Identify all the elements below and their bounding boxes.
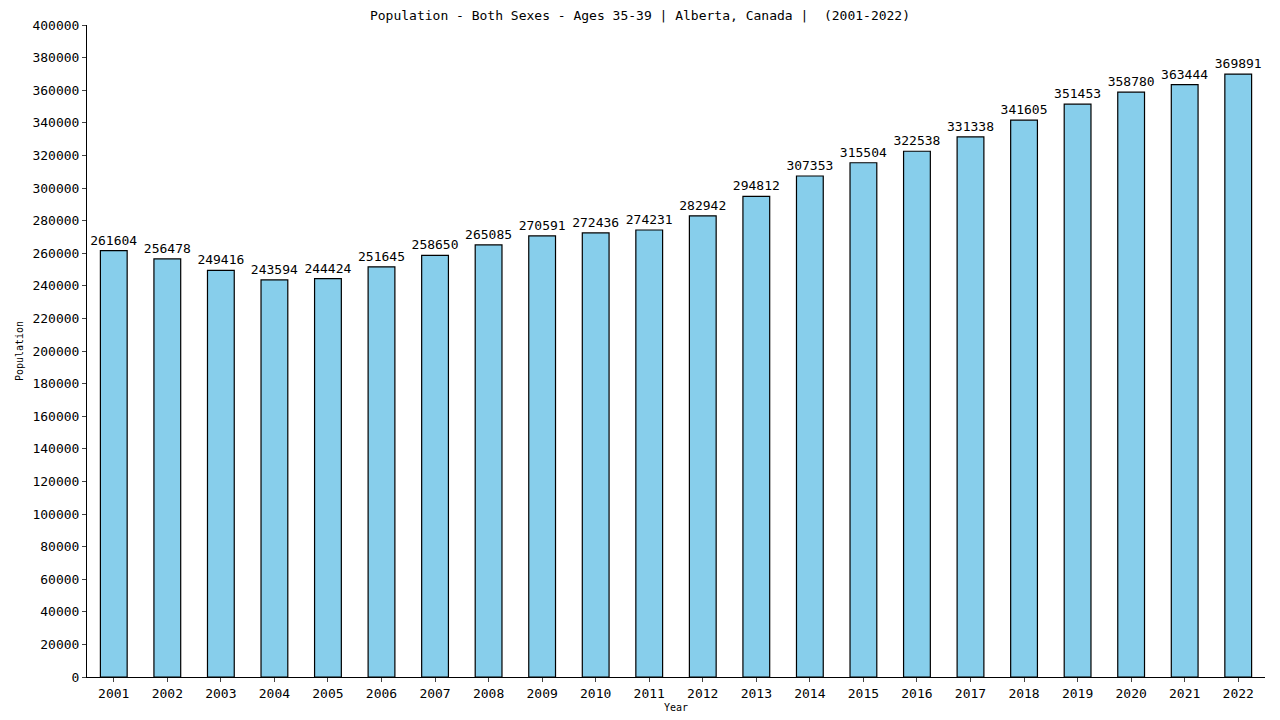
svg-text:280000: 280000 xyxy=(32,213,79,228)
svg-text:282942: 282942 xyxy=(679,198,726,213)
svg-text:315504: 315504 xyxy=(840,145,887,160)
svg-text:331338: 331338 xyxy=(947,119,994,134)
svg-text:258650: 258650 xyxy=(412,237,459,252)
svg-text:2001: 2001 xyxy=(98,686,129,701)
svg-text:160000: 160000 xyxy=(32,409,79,424)
svg-text:2020: 2020 xyxy=(1115,686,1146,701)
svg-text:244424: 244424 xyxy=(304,261,351,276)
svg-text:2019: 2019 xyxy=(1062,686,1093,701)
svg-text:80000: 80000 xyxy=(40,539,79,554)
svg-text:2002: 2002 xyxy=(152,686,183,701)
svg-text:351453: 351453 xyxy=(1054,86,1101,101)
svg-text:369891: 369891 xyxy=(1215,56,1262,71)
svg-text:200000: 200000 xyxy=(32,344,79,359)
svg-text:2011: 2011 xyxy=(634,686,665,701)
svg-text:2009: 2009 xyxy=(526,686,557,701)
svg-text:380000: 380000 xyxy=(32,50,79,65)
svg-text:270591: 270591 xyxy=(519,218,566,233)
svg-text:220000: 220000 xyxy=(32,311,79,326)
svg-text:180000: 180000 xyxy=(32,376,79,391)
svg-text:307353: 307353 xyxy=(786,158,833,173)
svg-text:260000: 260000 xyxy=(32,246,79,261)
svg-text:300000: 300000 xyxy=(32,181,79,196)
svg-text:120000: 120000 xyxy=(32,474,79,489)
svg-text:60000: 60000 xyxy=(40,572,79,587)
svg-text:2007: 2007 xyxy=(419,686,450,701)
svg-text:140000: 140000 xyxy=(32,441,79,456)
svg-text:294812: 294812 xyxy=(733,178,780,193)
svg-text:2008: 2008 xyxy=(473,686,504,701)
svg-text:251645: 251645 xyxy=(358,249,405,264)
svg-text:274231: 274231 xyxy=(626,212,673,227)
svg-text:2010: 2010 xyxy=(580,686,611,701)
svg-text:400000: 400000 xyxy=(32,18,79,33)
svg-text:2006: 2006 xyxy=(366,686,397,701)
svg-text:2017: 2017 xyxy=(955,686,986,701)
svg-text:341605: 341605 xyxy=(1001,102,1048,117)
svg-text:Population - Both Sexes - Ages: Population - Both Sexes - Ages 35-39 | A… xyxy=(370,8,910,23)
svg-text:340000: 340000 xyxy=(32,115,79,130)
svg-text:2005: 2005 xyxy=(312,686,343,701)
svg-text:256478: 256478 xyxy=(144,241,191,256)
svg-text:265085: 265085 xyxy=(465,227,512,242)
svg-text:261604: 261604 xyxy=(90,233,137,248)
svg-text:2012: 2012 xyxy=(687,686,718,701)
svg-text:322538: 322538 xyxy=(893,133,940,148)
svg-text:40000: 40000 xyxy=(40,604,79,619)
svg-text:Population: Population xyxy=(14,321,25,381)
svg-text:2014: 2014 xyxy=(794,686,825,701)
svg-text:2003: 2003 xyxy=(205,686,236,701)
svg-text:249416: 249416 xyxy=(197,252,244,267)
svg-text:100000: 100000 xyxy=(32,507,79,522)
svg-text:2013: 2013 xyxy=(741,686,772,701)
svg-text:2018: 2018 xyxy=(1008,686,1039,701)
svg-text:2022: 2022 xyxy=(1223,686,1254,701)
svg-text:358780: 358780 xyxy=(1108,74,1155,89)
svg-text:243594: 243594 xyxy=(251,262,298,277)
svg-text:272436: 272436 xyxy=(572,215,619,230)
svg-text:240000: 240000 xyxy=(32,278,79,293)
svg-text:2004: 2004 xyxy=(259,686,290,701)
svg-text:2015: 2015 xyxy=(848,686,879,701)
svg-text:360000: 360000 xyxy=(32,83,79,98)
svg-text:2016: 2016 xyxy=(901,686,932,701)
svg-text:Year: Year xyxy=(664,702,688,713)
svg-text:2021: 2021 xyxy=(1169,686,1200,701)
svg-text:0: 0 xyxy=(72,670,80,685)
svg-text:320000: 320000 xyxy=(32,148,79,163)
svg-text:363444: 363444 xyxy=(1161,67,1208,82)
svg-text:20000: 20000 xyxy=(40,637,79,652)
